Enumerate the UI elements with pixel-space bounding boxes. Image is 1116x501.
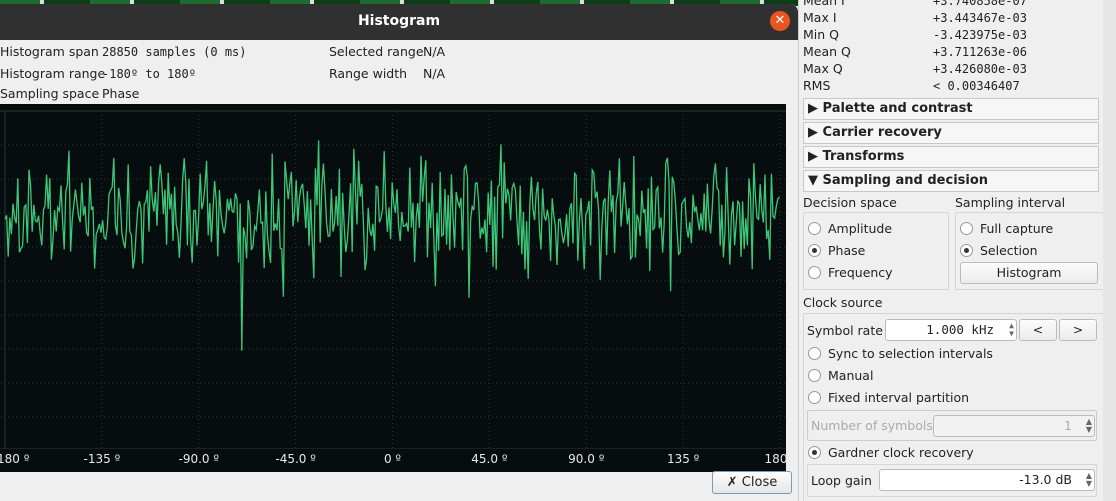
stat-label: Mean I: [803, 0, 845, 8]
x-tick-label: -180 º: [0, 452, 30, 466]
close-button[interactable]: ✗ Close: [712, 471, 792, 494]
x-tick-label: 0 º: [383, 452, 402, 466]
radio-option[interactable]: Fixed interval partition: [808, 390, 969, 405]
range-value: -180º to 180º: [102, 67, 196, 81]
radio-icon: [808, 369, 821, 382]
dialog-title: Histogram: [357, 13, 441, 29]
histogram-plot[interactable]: -180 º -135 º -90.0 º -45.0 º 0 º 45.0 º 90.0 …: [0, 104, 788, 472]
loop-gain-value: -13.0 dB: [1019, 472, 1072, 487]
number-of-symbols-group: [807, 410, 1097, 441]
radio-label: Fixed interval partition: [828, 390, 970, 405]
sampling-interval-label: Sampling interval: [955, 195, 1066, 210]
close-button-label: Close: [741, 475, 778, 490]
x-tick-label: -90.0 º: [178, 452, 220, 466]
radio-label: Manual: [828, 368, 874, 383]
close-icon[interactable]: ✕: [770, 11, 790, 31]
decision-space-group: [803, 212, 949, 290]
range-width-label: Range width: [329, 66, 408, 81]
stat-label: Min Q: [803, 27, 839, 42]
symbol-rate-input[interactable]: 1.000 kHz ▲ ▼: [885, 319, 1017, 341]
section-header[interactable]: ▶ Carrier recovery: [803, 122, 1099, 144]
stat-label: RMS: [803, 78, 831, 93]
radio-option[interactable]: Full capture: [960, 221, 1053, 236]
symbol-rate-value: 1.000 kHz: [926, 322, 994, 337]
radio-option[interactable]: Gardner clock recovery: [808, 445, 974, 460]
close-x-icon: ✗: [726, 475, 742, 490]
x-tick-label: 180: [764, 452, 788, 466]
prev-button[interactable]: <: [1019, 319, 1057, 341]
histogram-trace: [4, 140, 780, 351]
space-label: Sampling space: [0, 86, 100, 101]
dialog-titlebar: Histogram ✕: [0, 4, 798, 40]
selected-range-label: Selected range: [329, 44, 424, 59]
stat-value: +3.740858e-07: [933, 0, 1027, 8]
loop-gain-group: [807, 464, 1097, 497]
loop-gain-input[interactable]: -13.0 dB ▲ ▼: [879, 469, 1095, 491]
stat-label: Max I: [803, 10, 837, 25]
radio-option[interactable]: Frequency: [808, 265, 893, 280]
number-of-symbols-input[interactable]: 1 ▲ ▼: [933, 415, 1095, 437]
background-window-strip: [0, 0, 798, 6]
number-of-symbols-label: Number of symbols: [811, 418, 933, 433]
space-value: Phase: [102, 86, 140, 101]
radio-icon: [808, 244, 821, 257]
radio-icon: [808, 266, 821, 279]
x-tick-label: -135 º: [83, 452, 121, 466]
side-panel: Mean I +3.740858e-07 Max I +3.443467e-03 Min…: [798, 0, 1116, 501]
spinner-icon[interactable]: ▲ ▼: [1085, 471, 1092, 488]
section-header[interactable]: ▼ Sampling and decision: [803, 170, 1099, 192]
span-label: Histogram span: [0, 44, 99, 59]
radio-label: Frequency: [828, 265, 893, 280]
radio-option[interactable]: Manual: [808, 368, 873, 383]
x-tick-label: 90.0 º: [568, 452, 605, 466]
stat-value: +3.711263e-06: [933, 45, 1027, 59]
stat-label: Max Q: [803, 61, 843, 76]
radio-icon: [960, 244, 973, 257]
histogram-svg: [0, 110, 786, 449]
radio-icon: [960, 222, 973, 235]
radio-icon: [808, 446, 821, 459]
radio-icon: [808, 222, 821, 235]
clock-source-label: Clock source: [803, 295, 883, 310]
section-header[interactable]: ▶ Palette and contrast: [803, 98, 1099, 120]
radio-label: Gardner clock recovery: [828, 445, 974, 460]
spinner-icon[interactable]: ▲ ▼: [1009, 321, 1014, 338]
decision-space-label: Decision space: [803, 195, 897, 210]
radio-option[interactable]: Amplitude: [808, 221, 892, 236]
radio-icon: [808, 347, 821, 360]
next-button[interactable]: >: [1059, 319, 1097, 341]
stat-value: < 0.00346407: [933, 79, 1020, 93]
radio-option[interactable]: Sync to selection intervals: [808, 346, 993, 361]
spinner-icon[interactable]: ▲ ▼: [1085, 417, 1092, 434]
radio-label: Full capture: [980, 221, 1054, 236]
radio-label: Sync to selection intervals: [828, 346, 993, 361]
x-tick-label: 45.0 º: [471, 452, 508, 466]
loop-gain-label: Loop gain: [811, 473, 872, 488]
stat-value: -3.423975e-03: [933, 28, 1027, 42]
radio-option[interactable]: Selection: [960, 243, 1038, 258]
section-header[interactable]: ▶ Transforms: [803, 146, 1099, 168]
x-tick-label: -45.0 º: [275, 452, 316, 466]
histogram-button[interactable]: Histogram: [960, 262, 1098, 284]
selected-range-value: N/A: [423, 44, 446, 59]
span-value: 28850 samples (0 ms): [102, 45, 247, 59]
stat-value: +3.426080e-03: [933, 62, 1027, 76]
radio-icon: [808, 391, 821, 404]
histogram-dialog: Histogram ✕ Histogram span 28850 samples…: [0, 4, 798, 501]
radio-label: Selection: [980, 243, 1038, 258]
stat-value: +3.443467e-03: [933, 11, 1027, 25]
stat-label: Mean Q: [803, 44, 851, 59]
radio-option[interactable]: Phase: [808, 243, 865, 258]
radio-label: Amplitude: [828, 221, 893, 236]
symbol-rate-label: Symbol rate: [807, 323, 883, 338]
x-tick-label: 135 º: [666, 452, 700, 466]
range-width-value: N/A: [423, 66, 446, 81]
scrollbar[interactable]: [1103, 0, 1116, 501]
range-label: Histogram range: [0, 66, 106, 81]
number-of-symbols-value: 1: [1064, 418, 1072, 433]
radio-label: Phase: [828, 243, 866, 258]
